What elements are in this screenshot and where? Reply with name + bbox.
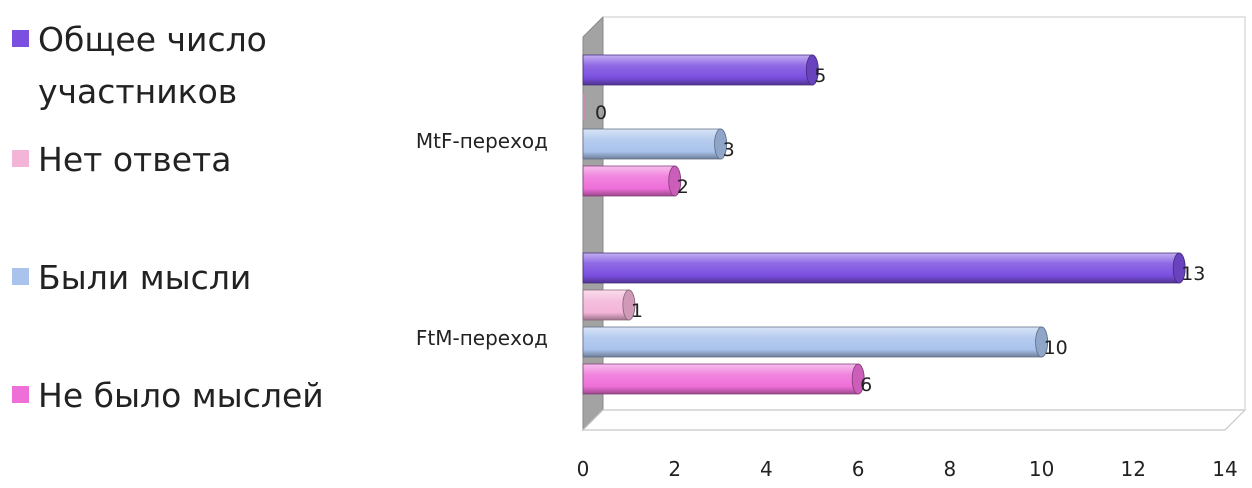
bars xyxy=(582,54,1186,395)
x-tick-label: 14 xyxy=(1212,457,1237,481)
legend-swatch-total xyxy=(12,30,29,47)
bar-ftm-total xyxy=(582,252,1186,284)
bar-mtf-no-thoughts xyxy=(582,165,682,197)
x-tick-label: 0 xyxy=(577,457,590,481)
chart-back-wall xyxy=(603,16,1246,410)
bar-mtf-total xyxy=(582,54,819,86)
bar-ftm-no-answer xyxy=(582,289,636,321)
legend-item-total: Общее число участников xyxy=(12,14,338,118)
x-axis-ticks: 0 2 4 6 8 10 12 14 xyxy=(577,457,1238,481)
legend-label-total: Общее число участников xyxy=(38,20,267,111)
data-label-mtf-no-thoughts: 2 xyxy=(677,176,689,198)
legend-item-had-thoughts: Были мысли xyxy=(12,252,338,304)
legend-item-no-thoughts: Не было мыслей xyxy=(12,370,338,422)
data-label-mtf-total: 5 xyxy=(814,65,826,87)
legend-label-had-thoughts: Были мысли xyxy=(38,258,252,297)
legend-label-no-thoughts: Не было мыслей xyxy=(38,376,324,415)
data-label-ftm-no-thoughts: 6 xyxy=(860,374,872,396)
bar-mtf-had-thoughts xyxy=(582,128,727,160)
x-tick-label: 8 xyxy=(943,457,956,481)
data-label-ftm-no-answer: 1 xyxy=(631,300,643,322)
x-tick-label: 6 xyxy=(852,457,865,481)
category-label-ftm: FtM-переход xyxy=(416,326,548,350)
x-tick-label: 10 xyxy=(1029,457,1054,481)
category-labels: FtM-переход MtF-переход xyxy=(416,129,548,350)
legend-swatch-no-thoughts xyxy=(12,386,29,403)
x-tick-label: 2 xyxy=(668,457,681,481)
data-label-mtf-no-answer: 0 xyxy=(595,102,607,124)
category-label-mtf: MtF-переход xyxy=(416,129,548,153)
data-label-mtf-had-thoughts: 3 xyxy=(723,139,735,161)
bar-mtf-no-answer xyxy=(583,94,586,120)
data-labels: 13 1 10 6 5 0 3 2 xyxy=(595,65,1205,396)
x-tick-label: 12 xyxy=(1121,457,1146,481)
bar-ftm-no-thoughts xyxy=(582,363,865,395)
legend-label-no-answer: Нет ответа xyxy=(38,140,232,179)
legend-swatch-no-answer xyxy=(12,150,29,167)
bar-ftm-had-thoughts xyxy=(582,326,1048,358)
x-tick-label: 4 xyxy=(760,457,773,481)
data-label-ftm-total: 13 xyxy=(1181,263,1205,285)
chart-floor xyxy=(581,409,1247,431)
data-label-ftm-had-thoughts: 10 xyxy=(1044,337,1068,359)
legend-item-no-answer: Нет ответа xyxy=(12,134,338,186)
chart-legend: Общее число участников Нет ответа Были м… xyxy=(12,14,372,434)
legend-swatch-had-thoughts xyxy=(12,268,29,285)
